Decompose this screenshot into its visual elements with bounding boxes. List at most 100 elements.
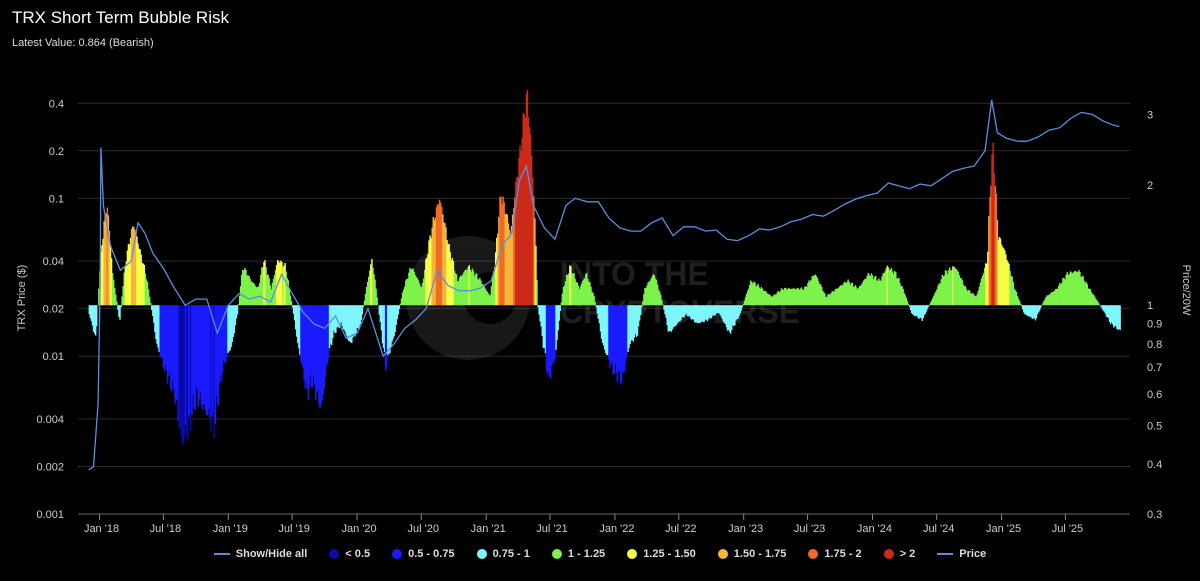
ratio-bar (517, 176, 519, 306)
ratio-bar (1073, 271, 1076, 306)
ratio-bar (961, 280, 964, 306)
ratio-bar (650, 278, 653, 306)
ratio-bar (847, 279, 849, 306)
ratio-bar (758, 287, 760, 306)
legend-band-item[interactable]: < 0.5 (329, 548, 370, 560)
ratio-bar (1112, 305, 1114, 325)
ratio-bar (1031, 305, 1034, 319)
ratio-bar (176, 305, 178, 401)
ratio-bar (429, 235, 431, 306)
ratio-bar (835, 288, 838, 306)
ratio-bar (439, 202, 442, 306)
legend-show-hide-all[interactable]: Show/Hide all (213, 548, 308, 560)
legend-band-item[interactable]: > 2 (883, 548, 915, 560)
ratio-bar (700, 305, 702, 322)
ratio-bar (182, 305, 185, 445)
ratio-bar (589, 282, 591, 306)
ratio-bar (889, 269, 892, 306)
legend-band-item[interactable]: 1 - 1.25 (551, 548, 605, 560)
ratio-bar (600, 305, 603, 339)
y-left-tick-label: 0.002 (36, 461, 64, 473)
ratio-bar (197, 305, 200, 407)
ratio-bar (453, 270, 456, 306)
ratio-bar (923, 305, 926, 315)
ratio-bar (952, 266, 954, 306)
ratio-bar (691, 305, 694, 319)
ratio-bar (815, 276, 818, 306)
ratio-bar (341, 305, 343, 327)
ratio-bars[interactable] (88, 89, 1121, 445)
ratio-bar (628, 305, 630, 349)
ratio-bar (1109, 305, 1112, 325)
y-left-tick-label: 0.1 (49, 193, 64, 205)
ratio-bar (1046, 295, 1048, 306)
ratio-bar (221, 305, 224, 372)
ratio-bar (388, 305, 390, 354)
ratio-bar (880, 280, 882, 306)
x-tick-label: Jan '20 (341, 523, 376, 535)
ratio-bar (189, 305, 191, 415)
ratio-bar (287, 280, 290, 306)
ratio-bar (976, 293, 978, 306)
ratio-bar (963, 286, 966, 306)
ratio-bar (745, 293, 748, 306)
ratio-bar (161, 305, 164, 359)
ratio-bar (1090, 292, 1093, 306)
ratio-bar (578, 289, 581, 306)
ratio-bar (759, 288, 762, 306)
ratio-bar (115, 294, 117, 306)
ratio-bar (1052, 291, 1055, 306)
ratio-bar (943, 275, 946, 306)
legend-band-item[interactable]: 1.25 - 1.50 (627, 548, 696, 560)
ratio-bar (776, 292, 778, 306)
legend-show-hide-label: Show/Hide all (235, 548, 308, 560)
legend-price[interactable]: Price (937, 548, 986, 560)
ratio-bar (126, 250, 129, 306)
ratio-bar (346, 305, 349, 339)
ratio-bar (950, 270, 952, 306)
ratio-bar (502, 196, 504, 306)
ratio-bar (645, 288, 647, 306)
ratio-bar (428, 240, 430, 306)
ratio-bar (520, 150, 522, 306)
ratio-bar (183, 305, 186, 437)
ratio-bar (988, 216, 990, 306)
ratio-bar (877, 280, 879, 306)
ratio-bar (741, 305, 744, 308)
ratio-bar (393, 305, 395, 337)
ratio-bar (310, 305, 313, 388)
ratio-bar (651, 275, 654, 306)
ratio-bar (706, 305, 709, 322)
ratio-bar (957, 272, 959, 306)
ratio-bar (814, 274, 817, 306)
ratio-bar (211, 305, 213, 417)
ratio-bar (817, 281, 820, 306)
ratio-bar (551, 305, 553, 366)
ratio-bar (850, 282, 853, 306)
ratio-bar (352, 305, 354, 338)
ratio-bar (1082, 275, 1084, 306)
ratio-bar (1091, 294, 1094, 306)
legend-band-item[interactable]: 1.50 - 1.75 (717, 548, 786, 560)
ratio-bar (989, 196, 991, 306)
ratio-bar (942, 276, 945, 306)
ratio-bar (648, 281, 650, 306)
ratio-bar (532, 177, 534, 306)
ratio-bar (177, 305, 179, 422)
ratio-bar (910, 305, 913, 314)
ratio-bar (244, 267, 246, 306)
legend-band-item[interactable]: 0.75 - 1 (476, 548, 530, 560)
ratio-bar (562, 286, 565, 306)
price-line-group[interactable] (88, 99, 1120, 471)
ratio-bar (1078, 269, 1080, 306)
legend-band-item[interactable]: 1.75 - 2 (808, 548, 862, 560)
ratio-bar (931, 300, 933, 306)
legend-line-icon (937, 553, 954, 555)
ratio-bar (107, 215, 110, 306)
legend-band-item[interactable]: 0.5 - 0.75 (392, 548, 455, 560)
ratio-bar (1085, 281, 1088, 306)
y-axis-left: 0.001 0.002 0.004 0.01 0.02 0.04 0.1 0.2 0.4 (36, 98, 64, 521)
ratio-bar (260, 274, 262, 306)
ratio-bar (446, 239, 448, 306)
